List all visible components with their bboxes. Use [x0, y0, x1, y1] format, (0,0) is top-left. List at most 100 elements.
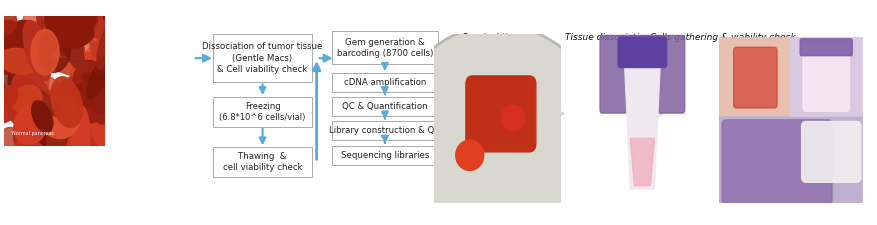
Ellipse shape	[82, 73, 125, 98]
Ellipse shape	[7, 27, 32, 66]
Polygon shape	[631, 138, 654, 186]
Ellipse shape	[82, 133, 96, 160]
Ellipse shape	[73, 36, 103, 64]
Ellipse shape	[25, 95, 46, 124]
Ellipse shape	[96, 43, 114, 66]
Ellipse shape	[0, 127, 19, 148]
Ellipse shape	[91, 123, 118, 156]
Text: Thawing  &
cell viability check: Thawing & cell viability check	[223, 152, 303, 172]
FancyBboxPatch shape	[332, 31, 438, 64]
Ellipse shape	[46, 112, 69, 181]
Text: Surgical tissue: Surgical tissue	[462, 33, 528, 42]
Ellipse shape	[13, 81, 64, 116]
Ellipse shape	[80, 61, 125, 113]
Text: cDNA amplification: cDNA amplification	[344, 78, 426, 87]
Ellipse shape	[31, 29, 59, 75]
Ellipse shape	[61, 124, 86, 161]
Ellipse shape	[14, 47, 34, 94]
FancyBboxPatch shape	[717, 37, 790, 117]
Ellipse shape	[49, 58, 94, 76]
Ellipse shape	[46, 81, 71, 134]
Ellipse shape	[0, 43, 11, 69]
FancyBboxPatch shape	[332, 122, 438, 140]
Ellipse shape	[0, 72, 8, 112]
Ellipse shape	[14, 106, 47, 144]
Ellipse shape	[72, 106, 90, 169]
Ellipse shape	[502, 106, 524, 131]
Text: Dissociation of tumor tissue
(Gentle Macs)
& Cell viability check: Dissociation of tumor tissue (Gentle Mac…	[203, 42, 323, 74]
Ellipse shape	[32, 101, 53, 133]
Ellipse shape	[1, 86, 18, 107]
Ellipse shape	[96, 11, 120, 69]
Ellipse shape	[8, 65, 36, 100]
FancyBboxPatch shape	[733, 47, 777, 108]
Ellipse shape	[0, 48, 39, 74]
FancyBboxPatch shape	[466, 76, 536, 152]
Ellipse shape	[25, 71, 55, 131]
Ellipse shape	[21, 90, 62, 156]
Ellipse shape	[60, 18, 86, 56]
Ellipse shape	[70, 56, 105, 100]
Ellipse shape	[0, 20, 38, 74]
Text: QC & Quantification: QC & Quantification	[342, 102, 428, 111]
Ellipse shape	[21, 127, 62, 160]
Ellipse shape	[31, 137, 61, 168]
Ellipse shape	[83, 0, 130, 37]
Ellipse shape	[89, 0, 103, 56]
FancyBboxPatch shape	[332, 73, 438, 92]
Ellipse shape	[21, 119, 50, 170]
Text: Normal pancreas: Normal pancreas	[12, 131, 54, 136]
Text: Freezing
(6.8*10^6 cells/vial): Freezing (6.8*10^6 cells/vial)	[219, 102, 306, 122]
Ellipse shape	[82, 124, 124, 174]
Ellipse shape	[23, 0, 42, 47]
Ellipse shape	[32, 20, 84, 56]
Ellipse shape	[12, 73, 30, 95]
FancyBboxPatch shape	[802, 122, 861, 182]
Ellipse shape	[92, 0, 123, 35]
Ellipse shape	[40, 120, 90, 159]
Ellipse shape	[95, 20, 111, 42]
FancyBboxPatch shape	[803, 44, 849, 111]
Text: Gem generation &
barcoding (8700 cells): Gem generation & barcoding (8700 cells)	[337, 38, 433, 58]
Ellipse shape	[13, 139, 46, 165]
Ellipse shape	[0, 104, 14, 123]
Polygon shape	[624, 59, 660, 189]
Ellipse shape	[82, 6, 100, 29]
FancyBboxPatch shape	[600, 35, 685, 113]
Ellipse shape	[11, 72, 39, 104]
Ellipse shape	[0, 20, 25, 61]
Ellipse shape	[84, 102, 117, 146]
Ellipse shape	[56, 77, 89, 122]
Ellipse shape	[82, 111, 118, 157]
Ellipse shape	[73, 60, 114, 124]
Ellipse shape	[396, 25, 600, 225]
Ellipse shape	[18, 59, 49, 113]
Text: Tissue dissociation: Tissue dissociation	[565, 33, 650, 42]
Ellipse shape	[61, 24, 84, 69]
Ellipse shape	[46, 88, 87, 135]
Ellipse shape	[68, 134, 86, 149]
FancyBboxPatch shape	[790, 37, 862, 117]
Ellipse shape	[46, 77, 85, 132]
Text: Library construction & QC: Library construction & QC	[329, 126, 440, 135]
Ellipse shape	[39, 98, 80, 138]
FancyBboxPatch shape	[213, 147, 312, 177]
FancyBboxPatch shape	[213, 34, 312, 82]
Ellipse shape	[12, 85, 41, 114]
Ellipse shape	[71, 68, 108, 115]
Ellipse shape	[13, 108, 38, 155]
Ellipse shape	[5, 78, 43, 127]
Ellipse shape	[37, 1, 82, 48]
Ellipse shape	[42, 14, 69, 52]
Ellipse shape	[68, 9, 108, 27]
Ellipse shape	[42, 94, 78, 130]
Ellipse shape	[42, 126, 68, 159]
Ellipse shape	[73, 85, 96, 130]
FancyBboxPatch shape	[800, 39, 852, 56]
Text: Cells gathering & viability check: Cells gathering & viability check	[650, 33, 795, 42]
Ellipse shape	[24, 20, 52, 81]
Ellipse shape	[78, 52, 104, 86]
FancyBboxPatch shape	[717, 117, 862, 204]
Ellipse shape	[87, 56, 110, 99]
Ellipse shape	[0, 8, 17, 35]
